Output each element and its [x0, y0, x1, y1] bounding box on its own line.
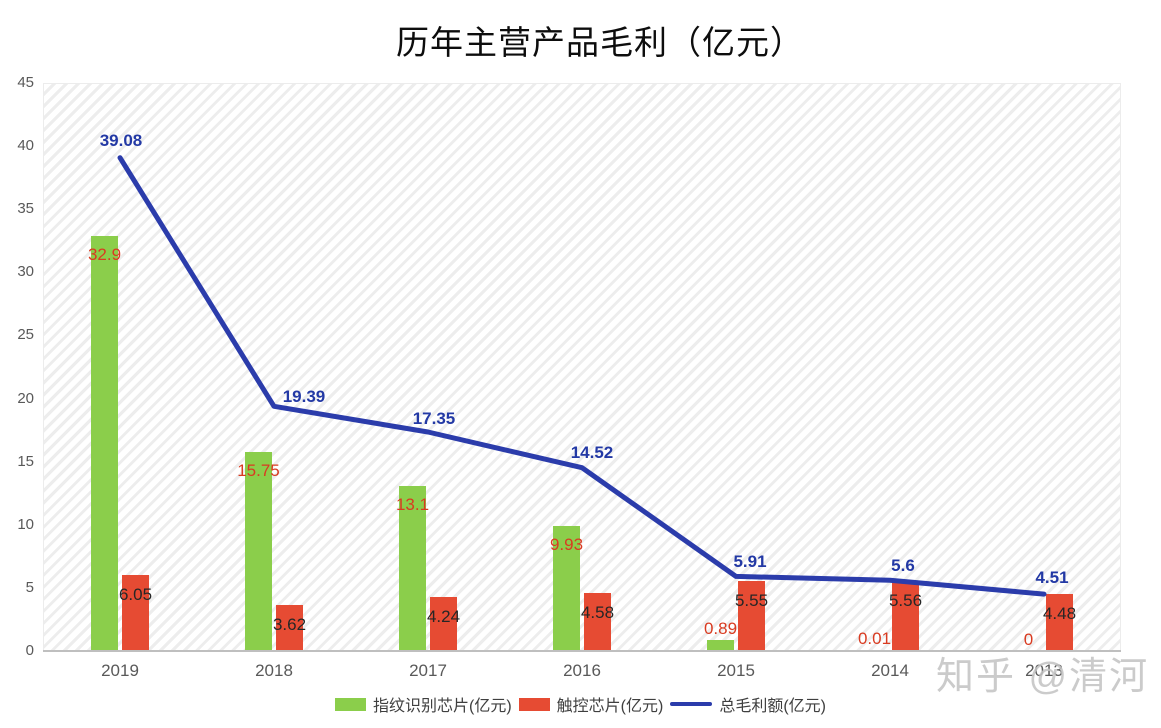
line-point-value-label: 39.08 [99, 130, 143, 150]
green-bar-value-label: 0 [1023, 630, 1034, 649]
y-tick-label: 15 [17, 452, 34, 470]
green-bar-value-label: 9.93 [549, 534, 584, 554]
y-tick-label: 25 [17, 326, 34, 344]
red-bar-swatch-icon [518, 697, 550, 711]
x-category-label: 2018 [255, 661, 293, 680]
green-bar [707, 639, 734, 651]
red-bar-value-label: 4.58 [580, 603, 615, 623]
blue-line-swatch-icon [670, 702, 713, 706]
line-point-value-label: 5.6 [891, 556, 915, 576]
y-tick-label: 20 [17, 389, 34, 407]
x-category-label: 2013 [1025, 661, 1063, 680]
red-bar-value-label: 5.55 [734, 590, 769, 610]
legend: 指纹识别芯片(亿元) 触控芯片(亿元) 总毛利额(亿元) [0, 692, 1161, 716]
plot-area [43, 83, 1121, 651]
green-bar-value-label: 13.1 [395, 494, 430, 514]
red-bar [276, 605, 303, 651]
red-bar [1046, 594, 1073, 651]
x-category-label: 2015 [717, 661, 755, 680]
green-bar-value-label: 0.89 [703, 618, 738, 638]
y-tick-label: 40 [17, 137, 34, 155]
line-point-value-label: 19.39 [282, 387, 326, 407]
green-bar [91, 235, 118, 651]
y-tick-label: 45 [17, 74, 34, 91]
green-bar-value-label: 15.75 [237, 461, 280, 481]
x-category-label: 2014 [871, 661, 909, 680]
legend-label-fingerprint-chip: 指纹识别芯片(亿元) [372, 698, 512, 715]
legend-label-total-gross-profit: 总毛利额(亿元) [719, 698, 826, 715]
green-bar-value-label: 32.9 [87, 244, 122, 264]
line-point-value-label: 17.35 [412, 409, 456, 428]
red-bar-value-label: 6.05 [118, 584, 153, 604]
red-bar-value-label: 3.62 [272, 615, 307, 635]
legend-item-total-gross-profit: 总毛利额(亿元) [670, 692, 826, 716]
red-bar-value-label: 4.24 [426, 607, 461, 627]
red-bar-value-label: 5.56 [888, 590, 923, 610]
red-bar-value-label: 4.48 [1042, 604, 1077, 624]
green-bar-swatch-icon [334, 697, 366, 711]
green-bar-value-label: 0.01 [857, 628, 892, 648]
y-tick-label: 35 [17, 200, 34, 218]
line-point-value-label: 14.52 [570, 442, 614, 462]
x-category-label: 2017 [409, 661, 447, 680]
y-tick-label: 5 [25, 578, 34, 596]
red-bar [584, 593, 611, 651]
chart-title: 历年主营产品毛利（亿元） [396, 24, 804, 61]
x-category-label: 2019 [101, 661, 139, 680]
x-category-label: 2016 [563, 661, 601, 680]
red-bar [430, 597, 457, 651]
x-axis-line [43, 650, 1121, 652]
line-point-value-label: 5.91 [733, 552, 767, 572]
line-point-value-label: 4.51 [1035, 568, 1069, 588]
watermark: 知乎 @清河 [936, 656, 1150, 698]
legend-item-touch-chip: 触控芯片(亿元) [518, 692, 664, 716]
y-tick-label: 30 [17, 263, 34, 281]
legend-label-touch-chip: 触控芯片(亿元) [556, 698, 664, 715]
y-tick-label: 10 [17, 515, 34, 533]
y-tick-label: 0 [25, 642, 34, 659]
legend-item-fingerprint-chip: 指纹识别芯片(亿元) [334, 692, 512, 716]
